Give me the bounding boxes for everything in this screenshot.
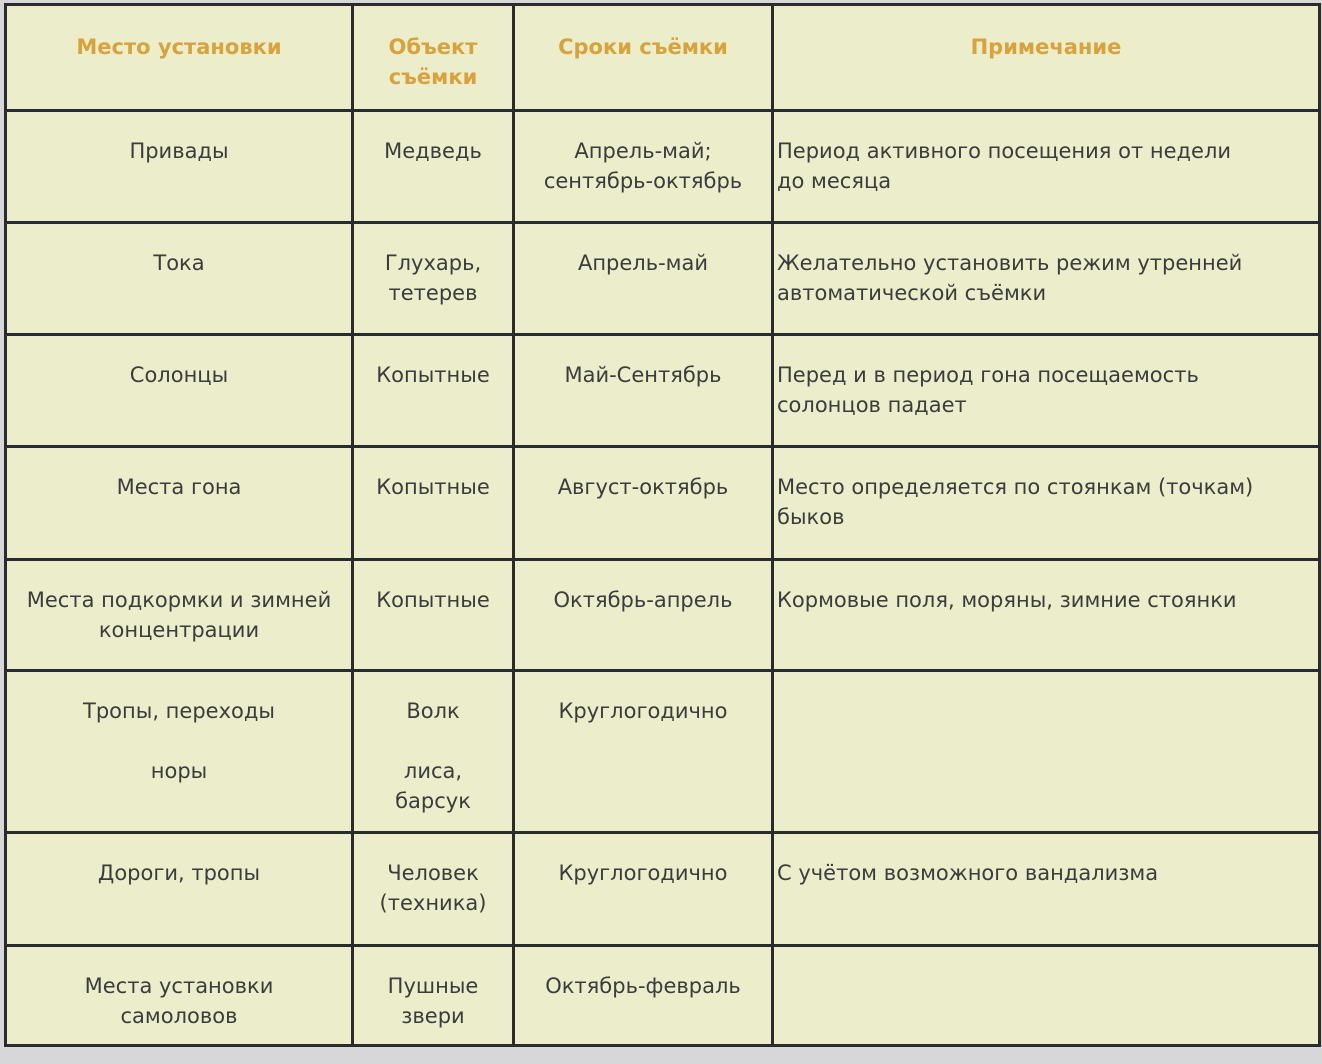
- header-cell-note: Примечание: [771, 3, 1321, 112]
- cell-note: Период активного посещения от недели до …: [771, 109, 1321, 224]
- cell-place: Тропы, переходы норы: [4, 669, 354, 834]
- cell-dates: Май-Сентябрь: [512, 333, 774, 448]
- cell-object: Глухарь, тетерев: [351, 221, 515, 336]
- table-header-row: Место установки Объект съёмки Сроки съём…: [4, 3, 1321, 112]
- table-row: Дороги, тропы Человек (техника) Круглого…: [4, 831, 1321, 947]
- cell-note: Желательно установить режим утренней авт…: [771, 221, 1321, 336]
- table-row: Места установки самоловов Пушные звери О…: [4, 944, 1321, 1047]
- cell-object: Пушные звери: [351, 944, 515, 1047]
- cell-object: Копытные: [351, 558, 515, 672]
- cell-note: Перед и в период гона посещаемость солон…: [771, 333, 1321, 448]
- cell-object: Копытные: [351, 445, 515, 561]
- table-row: Тока Глухарь, тетерев Апрель-май Желател…: [4, 221, 1321, 336]
- cell-object: Человек (техника): [351, 831, 515, 947]
- header-cell-object: Объект съёмки: [351, 3, 515, 112]
- cell-dates: Круглогодично: [512, 669, 774, 834]
- header-cell-dates: Сроки съёмки: [512, 3, 774, 112]
- cell-place: Привады: [4, 109, 354, 224]
- cell-dates: Октябрь-апрель: [512, 558, 774, 672]
- cell-dates: Круглогодично: [512, 831, 774, 947]
- cell-dates: Август-октябрь: [512, 445, 774, 561]
- cell-place: Солонцы: [4, 333, 354, 448]
- cell-place: Места установки самоловов: [4, 944, 354, 1047]
- cell-place: Места подкормки и зимней концентрации: [4, 558, 354, 672]
- cell-place: Дороги, тропы: [4, 831, 354, 947]
- cell-object: Копытные: [351, 333, 515, 448]
- table-row: Привады Медведь Апрель-май; сентябрь-окт…: [4, 109, 1321, 224]
- cell-note: Кормовые поля, моряны, зимние стоянки: [771, 558, 1321, 672]
- cell-note: [771, 944, 1321, 1047]
- cell-dates: Апрель-май; сентябрь-октябрь: [512, 109, 774, 224]
- table-row: Места гона Копытные Август-октябрь Место…: [4, 445, 1321, 561]
- cell-note: С учётом возможного вандализма: [771, 831, 1321, 947]
- header-cell-place: Место установки: [4, 3, 354, 112]
- cell-dates: Апрель-май: [512, 221, 774, 336]
- cell-place: Места гона: [4, 445, 354, 561]
- camera-trap-placement-table: Место установки Объект съёмки Сроки съём…: [4, 3, 1321, 1047]
- table-row: Места подкормки и зимней концентрации Ко…: [4, 558, 1321, 672]
- table-row: Солонцы Копытные Май-Сентябрь Перед и в …: [4, 333, 1321, 448]
- cell-place: Тока: [4, 221, 354, 336]
- table-row: Тропы, переходы норы Волк лиса, барсук К…: [4, 669, 1321, 834]
- cell-note: [771, 669, 1321, 834]
- cell-note: Место определяется по стоянкам (точкам) …: [771, 445, 1321, 561]
- cell-object: Волк лиса, барсук: [351, 669, 515, 834]
- cell-object: Медведь: [351, 109, 515, 224]
- cell-dates: Октябрь-февраль: [512, 944, 774, 1047]
